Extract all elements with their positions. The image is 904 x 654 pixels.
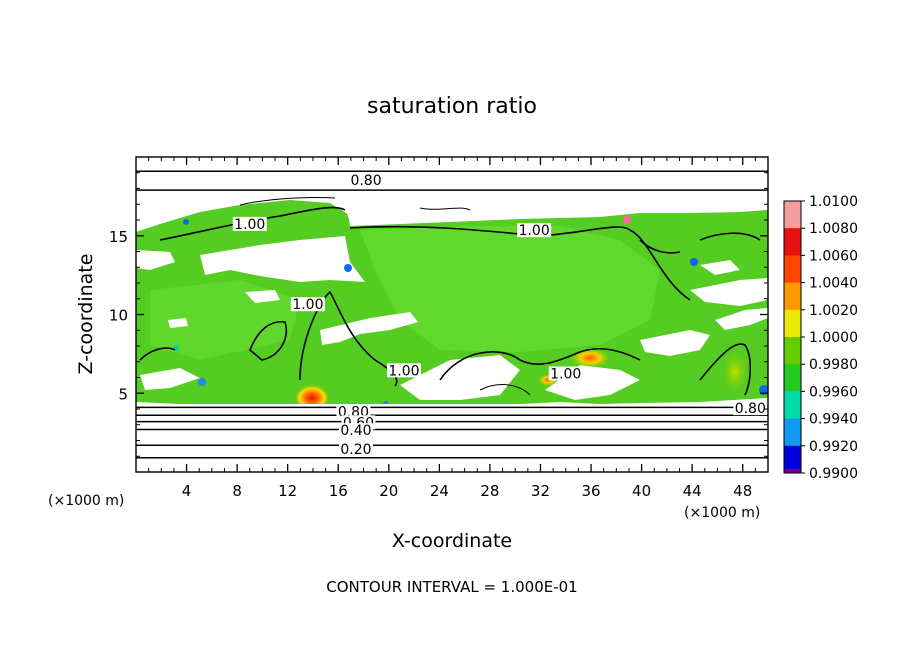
colorbar-segment — [784, 201, 801, 229]
x-tick-label: 32 — [531, 482, 550, 500]
x-tick-label: 16 — [329, 482, 348, 500]
colorbar-label: 1.0080 — [809, 221, 858, 237]
contour-label-bg — [338, 442, 373, 457]
colorbar-segment — [784, 337, 801, 365]
chart-title: saturation ratio — [367, 94, 537, 119]
contour-label-bg — [290, 297, 325, 312]
colorbar-label: 1.0100 — [809, 194, 858, 210]
saturation-field — [136, 157, 768, 472]
colorbar-segment — [784, 391, 801, 420]
colorbar-label: 1.0060 — [809, 248, 858, 264]
x-tick-label: 36 — [581, 482, 600, 500]
contour-label-bg — [336, 404, 371, 419]
contour-lines — [136, 170, 768, 459]
contour-label-bg — [548, 366, 583, 381]
x-tick-label: 28 — [480, 482, 499, 500]
colorbar-label: 0.9900 — [809, 466, 858, 482]
contour-label-bg — [232, 216, 267, 231]
white-gap-top — [136, 157, 768, 226]
y-axis-label: Z-coordinate — [75, 254, 97, 375]
colorbar-segment — [784, 469, 801, 473]
x-tick-label: 8 — [232, 482, 242, 500]
colorbar-label: 0.9980 — [809, 357, 858, 373]
x-unit-right: (×1000 m) — [684, 505, 760, 521]
colorbar-segment — [784, 445, 801, 474]
contour-labels: 0.801.001.001.001.001.000.800.600.400.20… — [232, 172, 768, 458]
x-tick-label: 48 — [733, 482, 752, 500]
colorbar-label: 0.9920 — [809, 439, 858, 455]
contour-label: 1.00 — [292, 297, 323, 313]
colorbar-label: 1.0020 — [809, 303, 858, 319]
x-unit-left: (×1000 m) — [48, 493, 124, 509]
contour-label: 0.80 — [350, 173, 381, 189]
contour-label-bg — [386, 363, 421, 378]
contour-label: 0.80 — [735, 401, 766, 417]
x-tick-label: 24 — [430, 482, 449, 500]
colorbar-segment — [784, 282, 801, 311]
contour-label-bg — [733, 401, 768, 416]
colorbar-segment — [784, 418, 801, 447]
y-tick-label: 5 — [118, 385, 128, 403]
contour-label: 1.00 — [550, 367, 581, 383]
colorbar-label: 1.0000 — [809, 330, 858, 346]
contour-label: 0.40 — [340, 423, 371, 439]
contour-label: 1.00 — [234, 217, 265, 233]
contour-label-bg — [338, 423, 373, 438]
contour-label: 1.00 — [519, 223, 550, 239]
colorbar-segment — [784, 255, 801, 284]
contour-label-bg — [517, 223, 552, 238]
y-tick-label: 10 — [109, 307, 128, 325]
colorbar-label: 0.9960 — [809, 384, 858, 400]
contour-interval-note: CONTOUR INTERVAL = 1.000E-01 — [326, 578, 577, 596]
contour-label: 1.00 — [388, 363, 419, 379]
y-tick-label: 15 — [109, 228, 128, 246]
x-tick-label: 40 — [632, 482, 651, 500]
x-tick-label: 12 — [278, 482, 297, 500]
contour-label-bg — [349, 172, 384, 187]
contour-label: 0.20 — [340, 442, 371, 458]
x-tick-label: 20 — [379, 482, 398, 500]
colorbar-segment — [784, 364, 801, 392]
colorbar: 1.0100 1.0080 1.0060 1.0040 1.0020 1.0000 0.99… — [783, 194, 858, 482]
x-tick-label: 4 — [182, 482, 192, 500]
colorbar-segment — [784, 309, 801, 338]
colorbar-label: 0.9940 — [809, 412, 858, 428]
colorbar-segment — [784, 228, 801, 256]
x-axis-label: X-coordinate — [392, 530, 512, 552]
x-tick-label: 44 — [683, 482, 702, 500]
light-green-region — [360, 226, 660, 352]
colorbar-label: 1.0040 — [809, 276, 858, 292]
